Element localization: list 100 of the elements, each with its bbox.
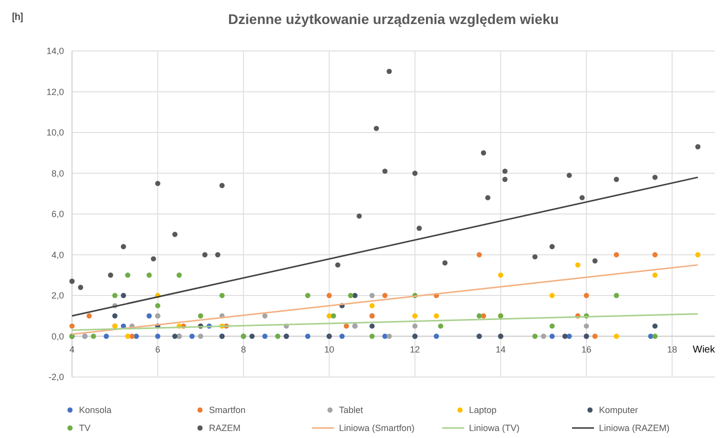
x-tick-label: 10: [324, 344, 334, 354]
point: [566, 334, 572, 339]
point: [498, 272, 504, 278]
point: [480, 150, 486, 156]
point: [344, 323, 349, 329]
point: [275, 334, 280, 339]
legend-label: Smartfon: [209, 405, 246, 416]
point: [584, 323, 589, 329]
legend-label: Liniowa (RAZEM): [599, 423, 670, 434]
legend-label: Laptop: [469, 405, 497, 416]
point: [652, 272, 658, 278]
point: [592, 258, 598, 264]
point: [112, 292, 118, 298]
point: [550, 244, 555, 250]
point: [326, 292, 332, 298]
chart-title: Dzienne użytkowanie urządzenia względem wieku: [228, 11, 559, 27]
point: [434, 334, 439, 339]
point: [382, 292, 388, 298]
y-tick-label: 6,0: [51, 209, 64, 220]
point: [502, 168, 508, 174]
point: [120, 292, 126, 298]
x-tick-label: 12: [410, 344, 420, 354]
x-tick-label: 6: [155, 344, 160, 354]
point: [348, 292, 354, 298]
point: [369, 323, 375, 329]
point: [189, 334, 195, 339]
legend-label: TV: [79, 423, 91, 434]
legend-label: Komputer: [599, 405, 638, 416]
point: [155, 334, 160, 339]
point: [202, 252, 208, 258]
y-tick-label: 10,0: [46, 128, 64, 138]
point: [305, 292, 310, 298]
legend-label: Konsola: [79, 405, 112, 416]
y-tick-label: 0,0: [51, 331, 64, 342]
point: [120, 244, 126, 250]
point: [485, 195, 490, 200]
point: [369, 292, 375, 298]
y-tick-label: 4,0: [51, 250, 64, 260]
point: [262, 313, 268, 318]
point: [356, 213, 362, 219]
legend-label: RAZEM: [209, 423, 240, 434]
point: [532, 254, 538, 260]
point: [652, 252, 658, 258]
point: [442, 260, 448, 266]
point: [550, 334, 555, 339]
point: [614, 334, 620, 339]
point: [125, 272, 130, 278]
point: [104, 334, 109, 339]
point: [648, 334, 654, 339]
point: [134, 334, 139, 339]
point: [262, 334, 268, 339]
point: [540, 334, 546, 339]
point: [652, 174, 658, 180]
point: [198, 334, 204, 339]
x-tick-label: 14: [496, 344, 506, 354]
point: [339, 334, 345, 339]
point: [580, 195, 585, 200]
point: [172, 232, 178, 237]
point: [125, 334, 130, 339]
point: [172, 334, 178, 339]
point: [416, 226, 422, 231]
point: [90, 334, 96, 339]
point: [652, 323, 658, 329]
point: [412, 170, 418, 176]
point: [369, 303, 375, 308]
x-axis-title: Wiek: [692, 344, 716, 356]
legend-label: Tablet: [339, 405, 364, 416]
point: [335, 262, 340, 268]
point: [476, 313, 482, 318]
point: [652, 334, 658, 339]
point: [566, 172, 572, 178]
point: [150, 256, 156, 262]
point: [382, 168, 388, 174]
point: [614, 292, 620, 298]
legend-label: Liniowa (TV): [469, 423, 520, 434]
point: [112, 313, 118, 318]
point: [219, 182, 225, 188]
point: [374, 126, 379, 132]
point: [575, 262, 580, 268]
point: [550, 323, 555, 329]
point: [155, 303, 160, 308]
point: [438, 323, 444, 329]
point: [584, 292, 589, 298]
point: [369, 334, 375, 339]
point: [386, 68, 392, 74]
point: [155, 180, 160, 186]
point: [219, 292, 225, 298]
y-tick-label: -2,0: [48, 372, 64, 382]
y-tick-label: 12,0: [46, 86, 64, 97]
point: [480, 313, 486, 318]
point: [386, 334, 392, 339]
point: [562, 334, 568, 339]
point: [176, 272, 182, 278]
point: [412, 313, 418, 318]
point: [614, 252, 620, 258]
point: [215, 252, 220, 258]
point: [352, 292, 358, 298]
x-tick-label: 8: [240, 344, 246, 354]
point: [146, 313, 152, 318]
x-tick-label: 18: [667, 344, 678, 354]
